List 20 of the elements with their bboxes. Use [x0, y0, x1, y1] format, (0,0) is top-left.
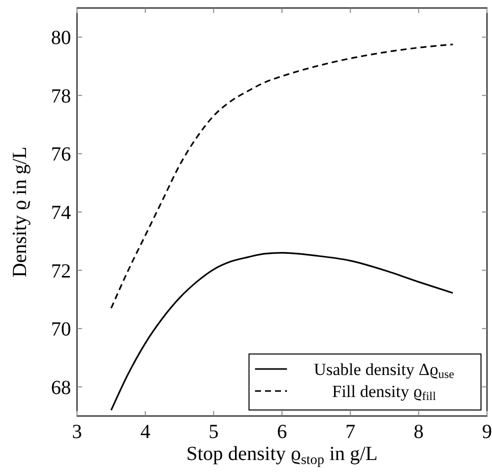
text: Fill density ϱ$_{fill}$: [332, 382, 437, 403]
y-tick-label: 80: [51, 27, 71, 50]
x-axis-title: Stop density ϱ$_{stop}$ in g/L: [186, 443, 378, 468]
x-tick-label: 3: [72, 421, 82, 443]
y-tick-label: 76: [51, 144, 71, 166]
x-tick-label: 7: [345, 421, 356, 443]
x-tick-label: 8: [414, 421, 424, 443]
y-tick-label: 78: [51, 85, 71, 108]
x-tick-label: 5: [208, 421, 219, 443]
line-series: [110, 252, 454, 411]
y-tick-label: 72: [51, 260, 71, 282]
y-tick-label: 68: [51, 376, 71, 399]
x-tick-label: 6: [277, 421, 287, 443]
line-series: [110, 44, 454, 309]
y-tick-label: 70: [51, 318, 71, 341]
x-tick-label: 4: [140, 421, 150, 443]
y-tick-label: 74: [51, 202, 71, 224]
y-axis-title: Density ϱ in g/L: [9, 146, 31, 278]
x-tick-label: 9: [482, 421, 492, 443]
legend-label: Usable density Δϱ$_{use}$: [314, 360, 454, 381]
